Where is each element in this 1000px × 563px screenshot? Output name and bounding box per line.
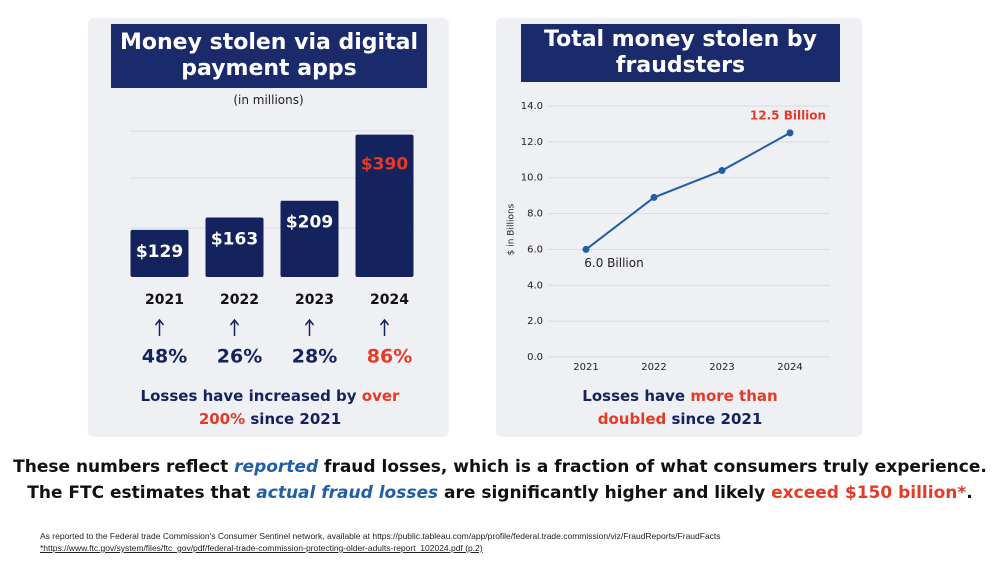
text: Losses have <box>582 387 691 405</box>
arrow <box>229 318 240 336</box>
point <box>786 129 794 137</box>
y-tick-label: 6.0 <box>527 244 543 255</box>
point <box>582 245 590 253</box>
text: exceed $150 billion* <box>771 483 967 503</box>
data-label: $390 <box>361 155 408 175</box>
line <box>585 132 791 251</box>
text: Losses have increased by <box>140 387 362 405</box>
text: . <box>966 483 973 503</box>
text: These numbers reflect <box>13 457 235 477</box>
chart-title: Total money stolen by fraudsters <box>521 24 840 82</box>
body-text: These numbers reflect reported fraud los… <box>0 454 1000 506</box>
x-tick-label: 2024 <box>370 292 409 308</box>
y-axis-label: $ in Billions <box>507 203 517 255</box>
y-tick-label: 0.0 <box>527 352 543 363</box>
text: more than doubled <box>597 387 778 428</box>
y-tick-label: 2.0 <box>527 316 543 327</box>
x-tick-label: 2021 <box>145 292 184 308</box>
y-tick-label: 12.0 <box>521 137 543 148</box>
arrow <box>379 318 390 336</box>
bar <box>130 229 189 277</box>
text: over 200% <box>198 387 400 428</box>
x-tick-label: 2023 <box>295 292 334 308</box>
footnote: Losses have more than doubled since 2021 <box>580 385 780 431</box>
subtitle: (in millions) <box>233 93 304 107</box>
change-label: 26% <box>217 346 262 368</box>
source: *https://www.ftc.gov/system/files/ftc_go… <box>40 543 483 553</box>
text: The FTC estimates that <box>27 483 257 503</box>
text: fraud losses, which is a fraction of wha… <box>318 457 987 477</box>
text: are significantly higher and likely <box>438 483 772 503</box>
change-label: 48% <box>142 346 187 368</box>
change-label: 86% <box>367 346 412 368</box>
arrow <box>304 318 315 336</box>
data-label: 12.5 Billion <box>750 108 826 122</box>
x-tick-label: 2024 <box>777 362 802 373</box>
bar <box>205 217 264 277</box>
data-label: $163 <box>211 230 258 250</box>
y-tick-label: 10.0 <box>521 173 543 184</box>
x-tick-label: 2021 <box>573 362 598 373</box>
line: The FTC estimates that actual fraud loss… <box>0 480 1000 506</box>
change-label: 28% <box>292 346 337 368</box>
text: actual fraud losses <box>256 483 439 503</box>
point <box>718 167 726 175</box>
bar <box>355 134 414 277</box>
text: reported <box>234 457 319 477</box>
x-tick-label: 2022 <box>220 292 259 308</box>
data-label: $209 <box>286 213 333 233</box>
y-tick-label: 8.0 <box>527 209 543 220</box>
sources: As reported to the Federal trade Commiss… <box>40 530 721 554</box>
footnote: Losses have increased by over 200% since… <box>140 385 400 431</box>
chart-title: Money stolen via digital payment apps <box>111 24 427 88</box>
point <box>650 193 658 201</box>
text: since 2021 <box>245 410 342 428</box>
data-label: 6.0 Billion <box>584 256 643 270</box>
data-label: $129 <box>136 242 183 262</box>
text: since 2021 <box>666 410 763 428</box>
arrow <box>154 318 165 336</box>
panel <box>496 18 862 437</box>
y-tick-label: 4.0 <box>527 280 543 291</box>
x-tick-label: 2023 <box>709 362 734 373</box>
line: These numbers reflect reported fraud los… <box>0 454 1000 480</box>
x-tick-label: 2022 <box>641 362 666 373</box>
y-tick-label: 14.0 <box>521 101 543 112</box>
bar <box>280 200 339 277</box>
source: As reported to the Federal trade Commiss… <box>40 531 721 541</box>
